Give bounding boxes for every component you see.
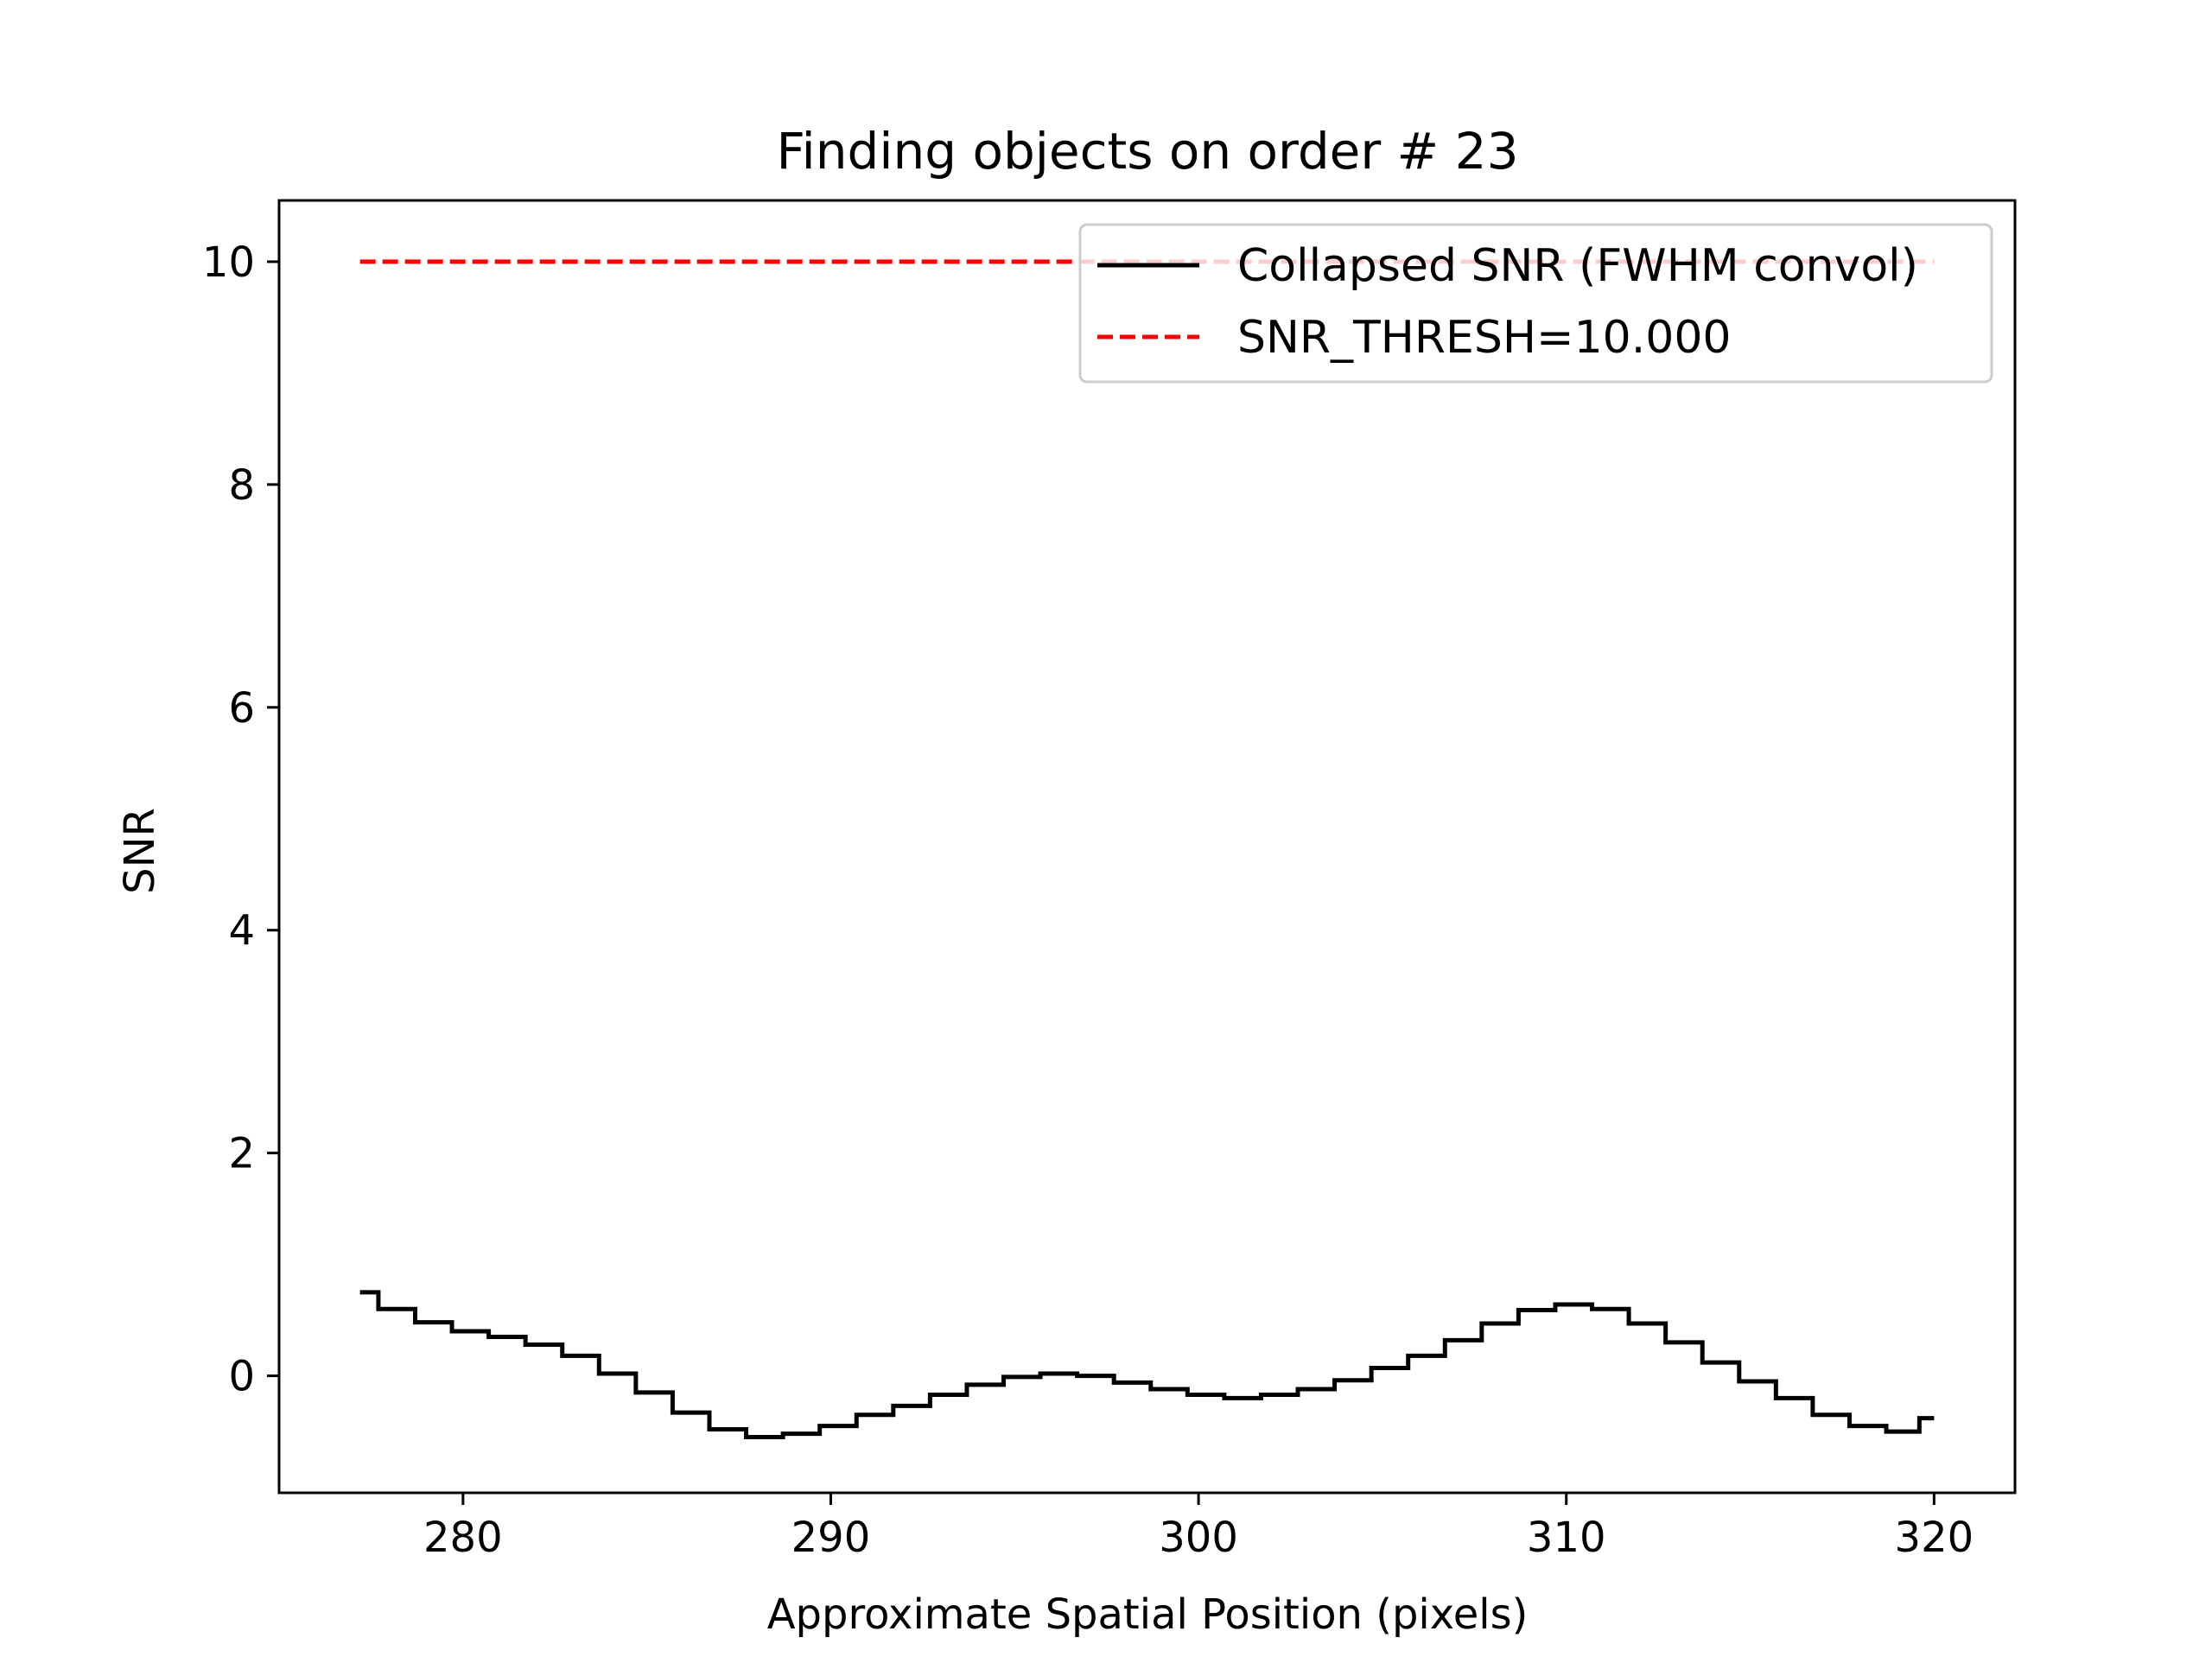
x-tick-label: 280: [423, 1514, 503, 1562]
legend-box: [1078, 223, 1993, 384]
y-tick-label: 8: [228, 461, 255, 510]
legend: Collapsed SNR (FWHM convol) SNR_THRESH=1…: [1078, 223, 1993, 384]
series-line-collapsed-snr: [359, 1290, 1935, 1440]
x-tick-label: 310: [1527, 1514, 1606, 1562]
y-axis-label: SNR: [116, 808, 164, 894]
y-tick-label: 10: [202, 238, 255, 287]
y-tick-label: 4: [228, 907, 255, 955]
x-tick-label: 290: [791, 1514, 871, 1562]
y-tick-label: 0: [228, 1353, 255, 1401]
legend-label-snr: Collapsed SNR (FWHM convol): [1237, 240, 1918, 292]
chart-title: Finding objects on order # 23: [777, 122, 1519, 181]
x-tick-label: 320: [1895, 1514, 1974, 1562]
y-tick-label: 6: [228, 684, 255, 733]
ticks-layer: 280 290 300 310 320 0 2 4 6 8 10: [202, 238, 1974, 1562]
x-axis-label: Approximate Spatial Position (pixels): [767, 1590, 1529, 1639]
x-tick-label: 300: [1159, 1514, 1238, 1562]
y-tick-label: 2: [228, 1130, 255, 1178]
axes-frame: [277, 199, 2017, 1495]
legend-label-threshold: SNR_THRESH=10.000: [1237, 312, 1732, 364]
